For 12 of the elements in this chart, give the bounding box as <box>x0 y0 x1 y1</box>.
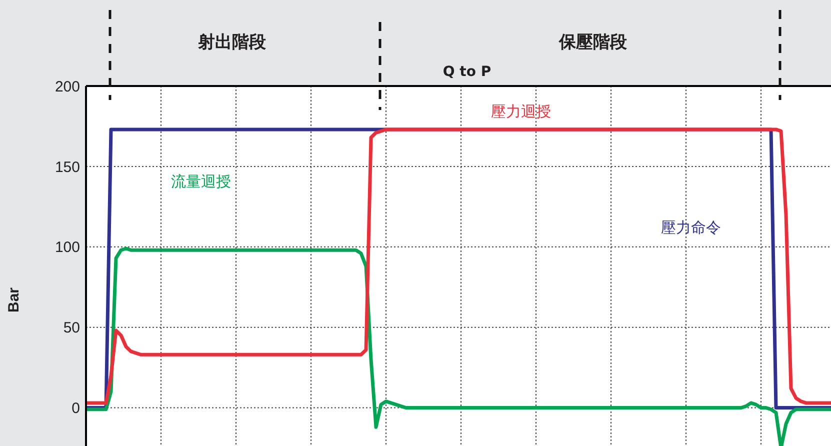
text: 保壓階段 <box>559 32 627 54</box>
text: 壓力命令 <box>661 218 721 238</box>
y-tick-label: 100 <box>54 239 80 256</box>
series-label: 壓力迴授 <box>491 102 551 122</box>
y-tick-label: 50 <box>63 320 80 337</box>
y-axis-title: Bar <box>6 287 22 313</box>
y-tick-label: 150 <box>54 158 80 176</box>
text: 流量迴授 <box>171 172 231 192</box>
y-tick-label: 200 <box>54 78 80 96</box>
y-tick-label: 0 <box>72 400 80 418</box>
text: 射出階段 <box>198 32 266 54</box>
text: Q to P <box>442 64 492 80</box>
